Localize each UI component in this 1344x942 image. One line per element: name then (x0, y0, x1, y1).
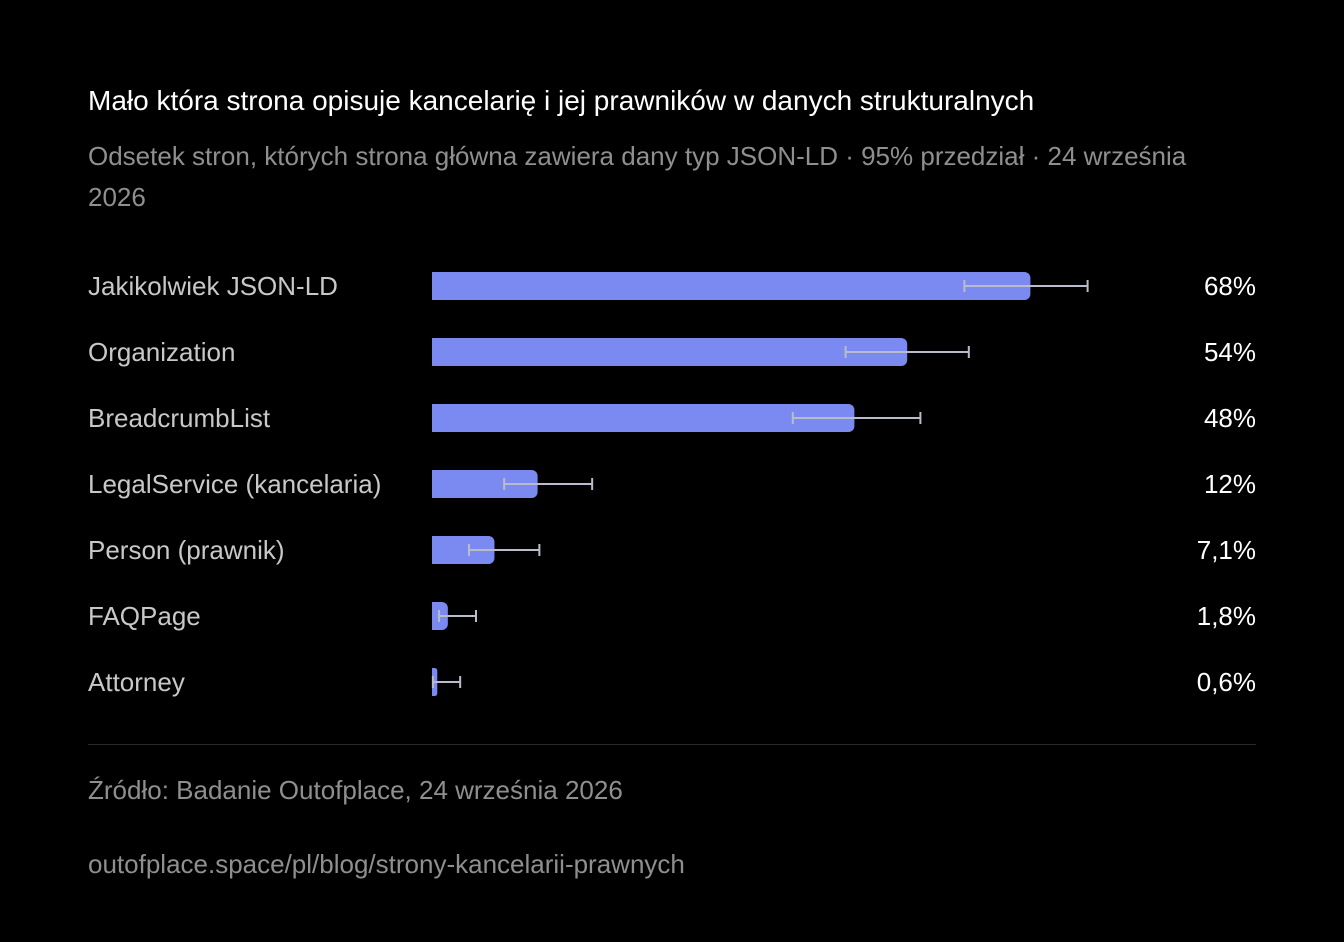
category-label: BreadcrumbList (88, 403, 271, 433)
category-label: Jakikolwiek JSON-LD (88, 271, 338, 301)
error-bar (963, 280, 1089, 292)
source-note: Źródło: Badanie Outofplace, 24 września … (88, 775, 623, 805)
source-url[interactable]: outofplace.space/pl/blog/strony-kancelar… (88, 849, 685, 879)
value-label: 12% (1204, 469, 1256, 499)
value-label: 1,8% (1197, 601, 1256, 631)
value-label: 7,1% (1197, 535, 1256, 565)
value-label: 54% (1204, 337, 1256, 367)
error-bar (503, 478, 594, 490)
category-label: Organization (88, 337, 235, 367)
value-label: 0,6% (1197, 667, 1256, 697)
chart-title: Mało która strona opisuje kancelarię i j… (88, 85, 1035, 116)
error-bar (844, 346, 970, 358)
bar (432, 536, 495, 564)
footer-divider (88, 744, 1256, 745)
category-label: Attorney (88, 667, 185, 697)
category-label: FAQPage (88, 601, 201, 631)
chart-subtitle: Odsetek stron, których strona główna zaw… (88, 141, 1187, 212)
error-bar (467, 544, 541, 556)
bar (432, 404, 855, 432)
value-label: 48% (1204, 403, 1256, 433)
bar (432, 338, 908, 366)
category-label: Person (prawnik) (88, 535, 285, 565)
error-bar (438, 610, 477, 622)
category-label: LegalService (kancelaria) (88, 469, 381, 499)
error-bar (791, 412, 922, 424)
bar (432, 470, 538, 498)
error-bar (431, 676, 462, 688)
value-label: 68% (1204, 271, 1256, 301)
bar (432, 272, 1031, 300)
